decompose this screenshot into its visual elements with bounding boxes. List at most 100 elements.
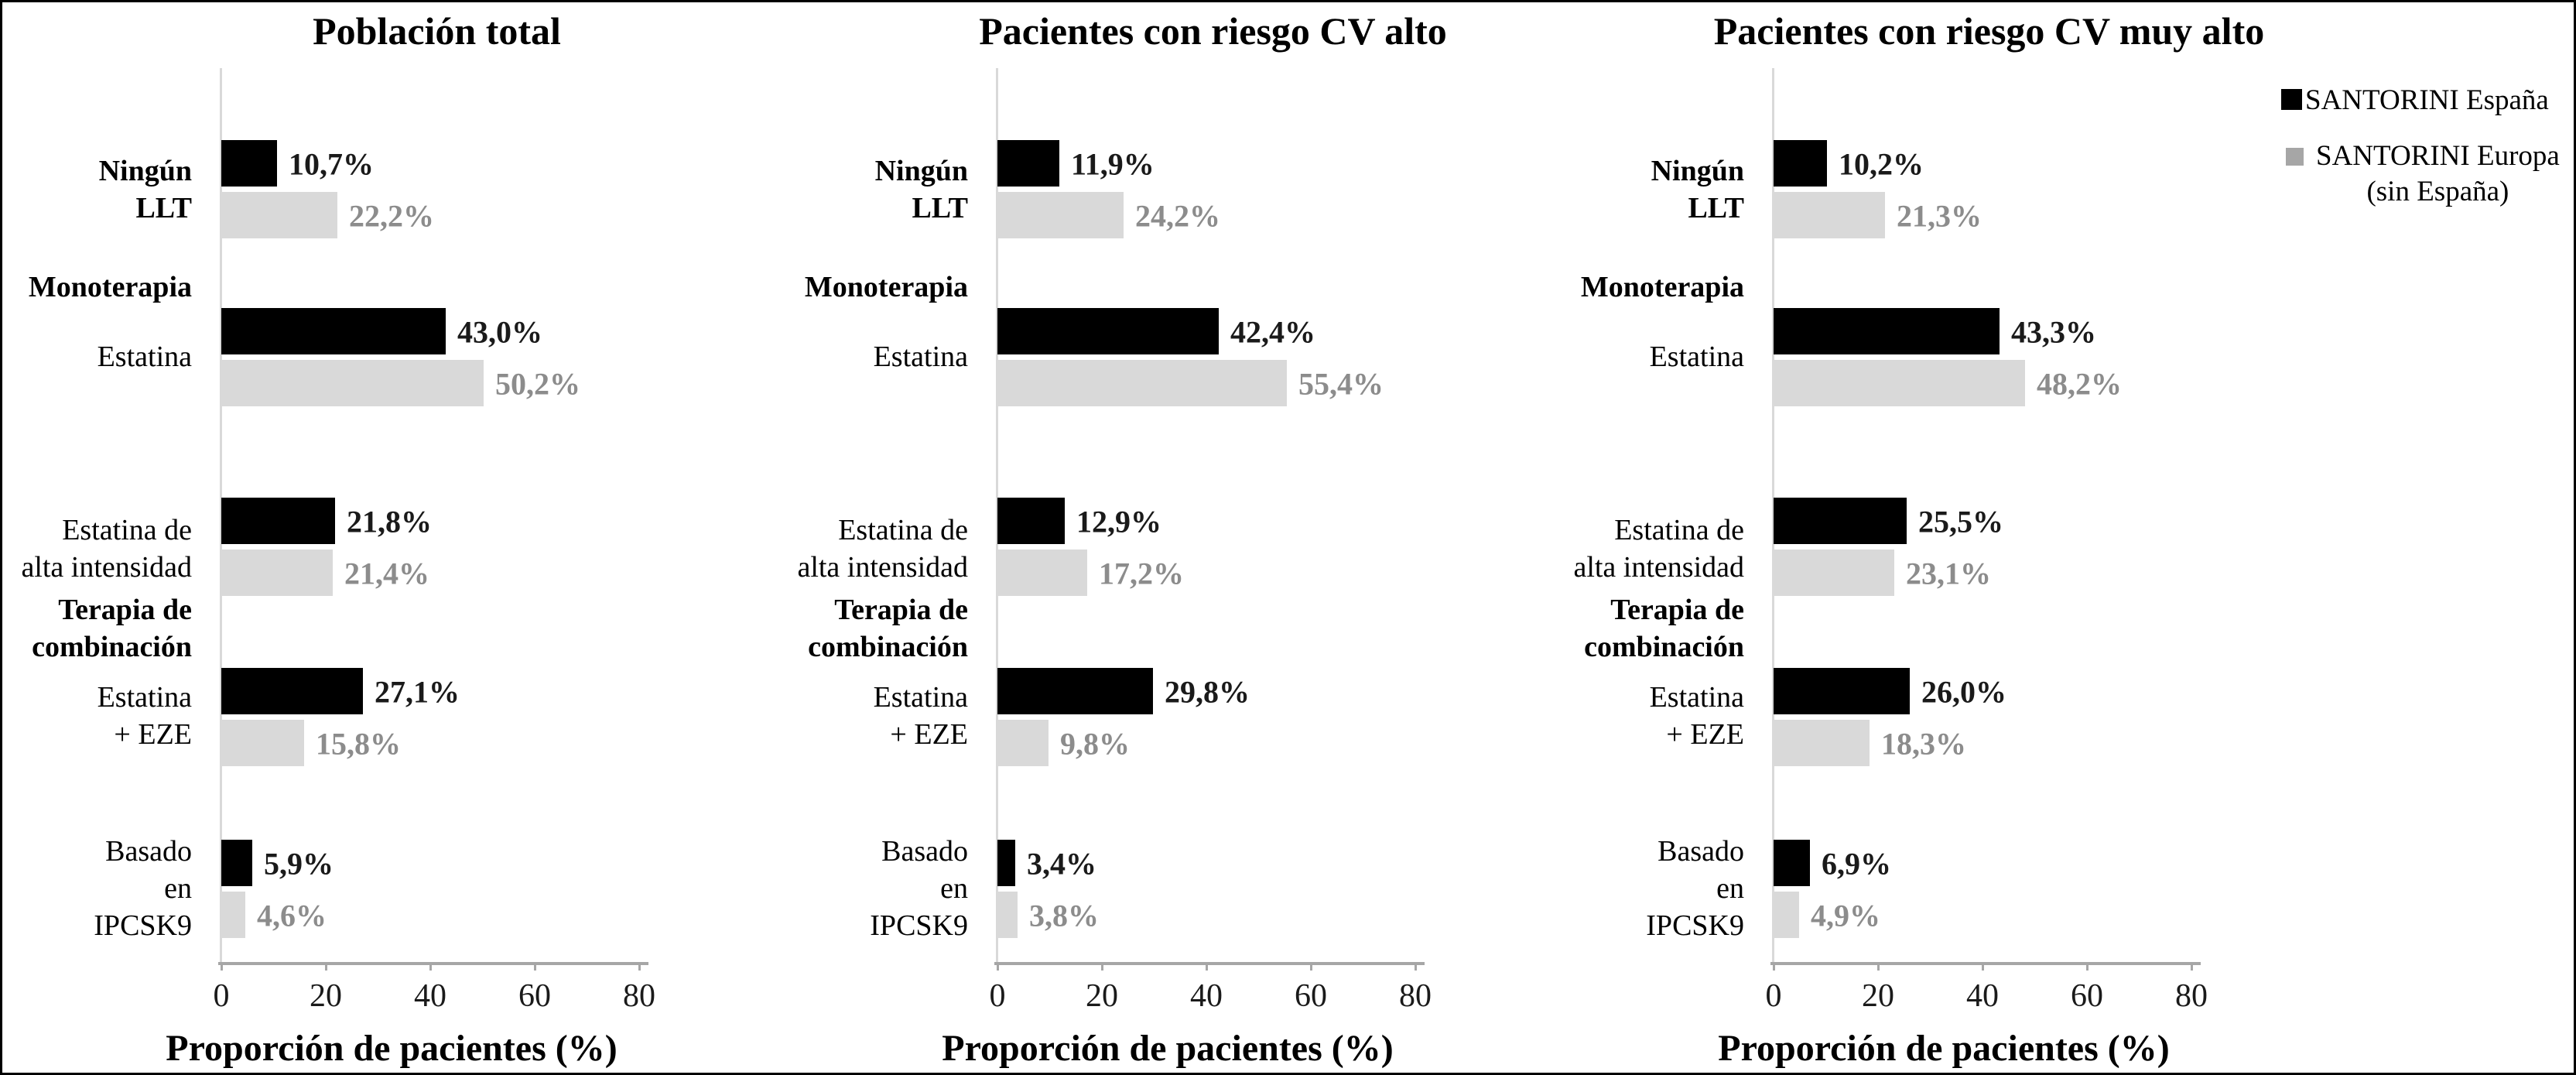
bar-santorini-espan-a-basado-en-ipcsk9	[1774, 840, 1810, 886]
x-axis-tick	[1101, 962, 1103, 971]
legend-label-europa-line1: SANTORINI Europa	[2316, 140, 2560, 172]
value-label-santorini-europa-sin-espan-a-estatina-eze: 9,8%	[1060, 726, 1130, 762]
x-axis-tick-label: 0	[1765, 978, 1782, 1014]
bar-santorini-espan-a-estatina	[1774, 308, 2000, 354]
x-axis-tick-label: 80	[1399, 978, 1432, 1014]
x-axis-tick-label: 80	[2175, 978, 2208, 1014]
category-label-basado-en-ipcsk9: Basado en IPCSK9	[94, 835, 192, 942]
bar-santorini-europa-sin-espan-a-basado-en-ipcsk9	[997, 892, 1018, 938]
x-axis-tick	[2086, 962, 2089, 971]
x-axis-tick	[1877, 962, 1880, 971]
legend: SANTORINI España SANTORINI Europa (sin Es…	[2281, 83, 2574, 210]
x-axis-tick-label: 60	[518, 978, 551, 1014]
section-label-monoterapia: Monoterapia	[804, 271, 968, 303]
x-axis-tick	[221, 962, 223, 971]
bar-santorini-espan-a-estatina-eze	[1774, 668, 1910, 714]
x-axis-line	[994, 962, 1425, 965]
value-label-santorini-espan-a-ningu-n-llt: 11,9%	[1071, 146, 1155, 182]
category-label-estatina: Estatina	[97, 341, 192, 373]
bar-santorini-europa-sin-espan-a-estatina-de-alta-intensidad	[997, 549, 1087, 596]
x-axis-tick	[1773, 962, 1775, 971]
legend-label-europa-line2: (sin España)	[2366, 176, 2509, 207]
category-label-ningu-n-llt: Ningún LLT	[874, 155, 968, 224]
x-axis-tick-label: 60	[2071, 978, 2103, 1014]
value-label-santorini-espan-a-estatina-eze: 29,8%	[1165, 674, 1250, 710]
x-axis-tick-label: 40	[414, 978, 446, 1014]
x-axis-tick	[429, 962, 432, 971]
value-label-santorini-europa-sin-espan-a-basado-en-ipcsk9: 4,9%	[1811, 898, 1880, 933]
x-axis-tick	[1310, 962, 1312, 971]
bar-santorini-espan-a-estatina-eze	[221, 668, 363, 714]
value-label-santorini-espan-a-estatina: 43,3%	[2011, 314, 2096, 350]
value-label-santorini-espan-a-basado-en-ipcsk9: 5,9%	[264, 846, 334, 882]
bar-santorini-europa-sin-espan-a-estatina-eze	[1774, 720, 1870, 766]
x-axis-tick	[638, 962, 641, 971]
x-axis-tick-label: 20	[1862, 978, 1894, 1014]
value-label-santorini-espan-a-estatina-de-alta-intensidad: 25,5%	[1918, 504, 2003, 539]
bar-santorini-espan-a-ningu-n-llt	[1774, 140, 1827, 187]
x-axis-title: Proporción de pacientes (%)	[942, 1028, 1394, 1069]
value-label-santorini-europa-sin-espan-a-ningu-n-llt: 22,2%	[349, 198, 434, 234]
value-label-santorini-europa-sin-espan-a-basado-en-ipcsk9: 4,6%	[257, 898, 327, 933]
x-axis-tick	[1982, 962, 1984, 971]
y-axis-line	[996, 68, 998, 962]
category-label-estatina-eze: Estatina + EZE	[97, 681, 192, 751]
x-axis-tick	[1415, 962, 1417, 971]
category-label-basado-en-ipcsk9: Basado en IPCSK9	[1646, 835, 1744, 942]
x-axis-tick	[997, 962, 999, 971]
legend-label-espana: SANTORINI España	[2305, 84, 2549, 116]
value-label-santorini-espan-a-estatina: 42,4%	[1230, 314, 1315, 350]
category-label-estatina: Estatina	[1649, 341, 1744, 373]
value-label-santorini-espan-a-estatina: 43,0%	[457, 314, 542, 350]
value-label-santorini-europa-sin-espan-a-estatina: 50,2%	[495, 366, 580, 402]
bar-santorini-espan-a-estatina	[997, 308, 1219, 354]
section-label-terapia-de-combinacio-n: Terapia de combinación	[808, 594, 968, 663]
value-label-santorini-europa-sin-espan-a-ningu-n-llt: 21,3%	[1897, 198, 1982, 234]
value-label-santorini-europa-sin-espan-a-ningu-n-llt: 24,2%	[1135, 198, 1220, 234]
panel-pacientes-con-riesgo-cv-alto: Pacientes con riesgo CV alto 0 20 40 60 80 Pro…	[778, 2, 1555, 1073]
bar-santorini-espan-a-estatina-eze	[997, 668, 1153, 714]
x-axis-tick-label: 20	[1086, 978, 1118, 1014]
bar-santorini-espan-a-basado-en-ipcsk9	[221, 840, 252, 886]
x-axis-tick	[1206, 962, 1208, 971]
legend-swatch-europa	[2286, 148, 2304, 166]
value-label-santorini-europa-sin-espan-a-estatina-de-alta-intensidad: 17,2%	[1099, 556, 1184, 591]
y-axis-line	[220, 68, 222, 962]
value-label-santorini-europa-sin-espan-a-estatina: 48,2%	[2037, 366, 2122, 402]
value-label-santorini-espan-a-estatina-de-alta-intensidad: 21,8%	[347, 504, 432, 539]
legend-item-santorini-europa: SANTORINI Europa (sin España)	[2281, 139, 2574, 210]
category-label-estatina: Estatina	[873, 341, 968, 373]
value-label-santorini-espan-a-estatina-de-alta-intensidad: 12,9%	[1076, 504, 1161, 539]
x-axis-tick-label: 40	[1966, 978, 1999, 1014]
category-label-estatina-eze: Estatina + EZE	[873, 681, 968, 751]
x-axis-tick-label: 0	[989, 978, 1006, 1014]
x-axis-line	[1770, 962, 2201, 965]
bar-santorini-europa-sin-espan-a-basado-en-ipcsk9	[221, 892, 245, 938]
bar-santorini-espan-a-ningu-n-llt	[221, 140, 277, 187]
x-axis-title: Proporción de pacientes (%)	[1718, 1028, 2170, 1069]
value-label-santorini-espan-a-estatina-eze: 26,0%	[1921, 674, 2006, 710]
category-label-basado-en-ipcsk9: Basado en IPCSK9	[870, 835, 968, 942]
x-axis-tick-label: 0	[213, 978, 230, 1014]
x-axis-tick-label: 60	[1295, 978, 1327, 1014]
panel-title: Pacientes con riesgo CV muy alto	[1713, 9, 2265, 53]
category-label-estatina-eze: Estatina + EZE	[1649, 681, 1744, 751]
value-label-santorini-espan-a-basado-en-ipcsk9: 3,4%	[1027, 846, 1096, 882]
panel-pacientes-con-riesgo-cv-muy-alto: Pacientes con riesgo CV muy alto 0 20 40 60 8…	[1555, 2, 2331, 1073]
bar-santorini-europa-sin-espan-a-estatina-de-alta-intensidad	[221, 549, 333, 596]
bar-santorini-espan-a-estatina-de-alta-intensidad	[997, 498, 1065, 544]
legend-label-europa: SANTORINI Europa (sin España)	[2316, 139, 2560, 210]
value-label-santorini-europa-sin-espan-a-estatina-eze: 18,3%	[1881, 726, 1966, 762]
x-axis-tick-label: 20	[310, 978, 342, 1014]
value-label-santorini-europa-sin-espan-a-estatina-de-alta-intensidad: 21,4%	[344, 556, 429, 591]
bar-santorini-europa-sin-espan-a-estatina	[997, 360, 1287, 406]
panel-poblacio-n-total: Población total 0 20 40 60 80 Proporción de pa…	[2, 2, 778, 1073]
bar-santorini-europa-sin-espan-a-basado-en-ipcsk9	[1774, 892, 1799, 938]
x-axis-tick	[2191, 962, 2193, 971]
x-axis-tick	[534, 962, 536, 971]
section-label-monoterapia: Monoterapia	[1580, 271, 1744, 303]
bar-santorini-europa-sin-espan-a-ningu-n-llt	[997, 192, 1124, 238]
y-axis-line	[1772, 68, 1774, 962]
legend-item-santorini-espana: SANTORINI España	[2281, 83, 2574, 118]
